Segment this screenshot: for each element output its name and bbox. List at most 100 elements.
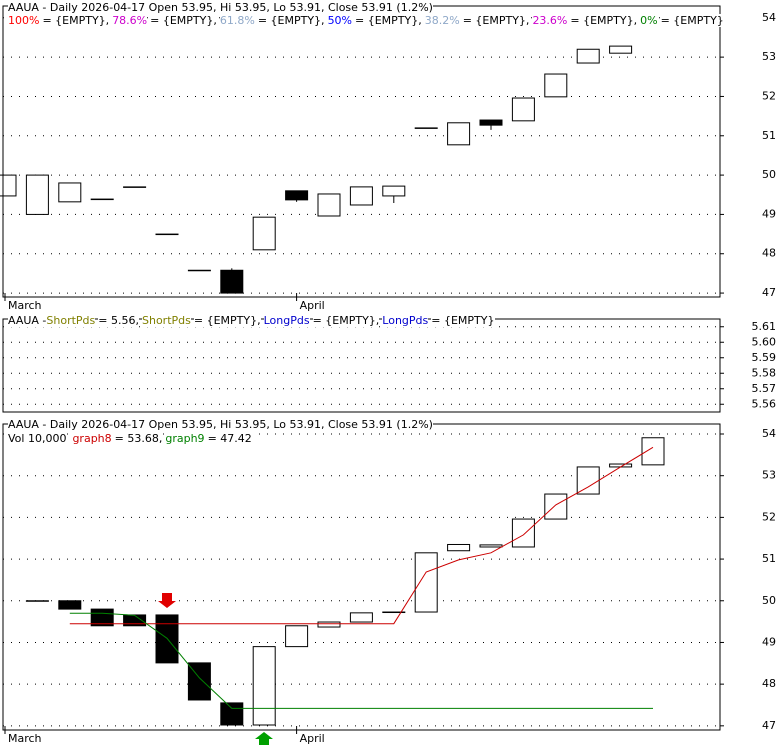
candle-body <box>349 612 373 623</box>
y-tick-label: 51 <box>762 552 776 565</box>
y-tick-label: 48 <box>762 247 776 260</box>
candle-body <box>576 466 600 495</box>
title: AAUA - <box>8 314 47 327</box>
y-tick-label: 49 <box>762 207 776 220</box>
candle-body <box>187 269 211 272</box>
indicator-line <box>69 446 654 625</box>
candle-body <box>414 552 438 613</box>
candle-body <box>285 190 309 201</box>
y-tick-label: 5.56 <box>752 397 777 410</box>
candle-body <box>90 198 114 201</box>
candle-body <box>544 493 568 520</box>
legend-text: = 5.56, <box>98 314 139 327</box>
legend-name: 100% <box>8 14 40 27</box>
y-tick-label: 49 <box>762 635 776 648</box>
y-tick-label: 5.58 <box>752 366 777 379</box>
panel: 47 48 49 50 51 52 53 54 March April <box>2 423 776 745</box>
y-tick-label: 5.57 <box>752 382 777 395</box>
panel-frame <box>2 318 721 413</box>
legend-text: = {EMPTY}, <box>570 14 638 27</box>
y-tick-label: 51 <box>762 129 776 142</box>
candle-body <box>609 45 633 54</box>
candle-body <box>641 437 665 466</box>
y-tick-label: 5.60 <box>752 335 777 348</box>
buy-arrow <box>255 732 273 745</box>
y-tick-label: 5.61 <box>752 320 777 333</box>
candle-body <box>252 216 276 251</box>
x-tick-label: April <box>300 299 325 312</box>
candle-body <box>317 193 341 217</box>
candle-body <box>511 518 535 548</box>
candle-body <box>220 702 244 726</box>
y-tick-label: 53 <box>762 469 776 482</box>
candle-body <box>382 185 406 197</box>
legend-name: graph9 <box>165 432 205 445</box>
y-tick-label: 53 <box>762 50 776 63</box>
panel: 5.56 5.57 5.58 5.59 5.60 5.61 <box>2 318 777 413</box>
candle-body <box>511 97 535 122</box>
legend-text: = {EMPTY}, <box>355 14 422 27</box>
candle-body <box>447 543 471 552</box>
legend-name: ShortPds <box>46 314 96 327</box>
legend-name: LongPds <box>382 314 429 327</box>
legend-name: LongPds <box>263 314 310 327</box>
legend-text: = {EMPTY} <box>660 14 724 27</box>
legend-name: graph8 <box>72 432 112 445</box>
sell-arrow <box>158 593 176 608</box>
candle-body <box>155 233 179 236</box>
y-tick-label: 50 <box>762 168 776 181</box>
y-tick-label: 50 <box>762 594 776 607</box>
candle-body <box>544 73 568 98</box>
candle-body <box>58 182 82 203</box>
candle-body <box>252 646 276 726</box>
panel2-header: AAUA -ShortPds = 5.56, ShortPds = {EMPTY}, L… <box>8 314 498 327</box>
legend-text: = {EMPTY}, <box>462 14 530 27</box>
y-tick-label: 5.59 <box>752 351 777 364</box>
legend-name: 78.6% <box>112 14 148 27</box>
y-tick-label: 52 <box>762 510 776 523</box>
title: AAUA - Daily 2026-04-17 Open 53.95, Hi 5… <box>8 418 433 431</box>
legend-name: 50% <box>327 14 353 27</box>
indicator-line <box>69 612 653 709</box>
candle-body <box>349 186 373 206</box>
candle-body <box>123 186 147 188</box>
candle-body <box>285 625 309 648</box>
y-tick-label: 54 <box>762 427 776 440</box>
x-tick-label: March <box>8 732 42 745</box>
legend-text: = {EMPTY}, <box>150 14 217 27</box>
candle-body <box>317 621 341 628</box>
panel3-legend: Vol 10,000 graph8 = 53.68, graph9 = 47.42 <box>8 432 255 445</box>
legend-name: 38.2% <box>424 14 460 27</box>
candle-body <box>0 174 17 197</box>
candle-body <box>58 600 82 610</box>
legend-text: = {EMPTY}, <box>42 14 110 27</box>
y-tick-label: 47 <box>762 719 776 732</box>
candle-body <box>187 662 211 701</box>
legend-name: 0% <box>640 14 658 27</box>
legend-text: = {EMPTY}, <box>193 314 261 327</box>
y-tick-label: 54 <box>762 11 776 24</box>
candle-body <box>479 544 503 548</box>
legend-name: 61.8% <box>219 14 255 27</box>
y-tick-label: 47 <box>762 286 776 299</box>
panel1-header: AAUA - Daily 2026-04-17 Open 53.95, Hi 5… <box>8 1 433 14</box>
legend-text: = 53.68, <box>114 432 163 445</box>
candle-body <box>382 611 406 614</box>
title: AAUA - Daily 2026-04-17 Open 53.95, Hi 5… <box>8 1 433 14</box>
y-tick-label: 52 <box>762 89 776 102</box>
candle-body <box>25 174 49 215</box>
legend-text: = 47.42 <box>207 432 252 445</box>
legend-name: 23.6% <box>532 14 568 27</box>
x-tick-label: March <box>8 299 42 312</box>
legend-text: = {EMPTY} <box>431 314 495 327</box>
legend-name: ShortPds <box>141 314 191 327</box>
candle-body <box>220 269 244 294</box>
panel1-legend: 100% = {EMPTY}, 78.6% = {EMPTY}, 61.8% = {EMP… <box>8 14 727 27</box>
panel: 47 48 49 50 51 52 53 54 March April <box>0 5 776 312</box>
x-tick-label: April <box>300 732 325 745</box>
legend-text: = {EMPTY}, <box>257 14 325 27</box>
candle-body <box>25 600 49 602</box>
candle-body <box>447 122 471 146</box>
